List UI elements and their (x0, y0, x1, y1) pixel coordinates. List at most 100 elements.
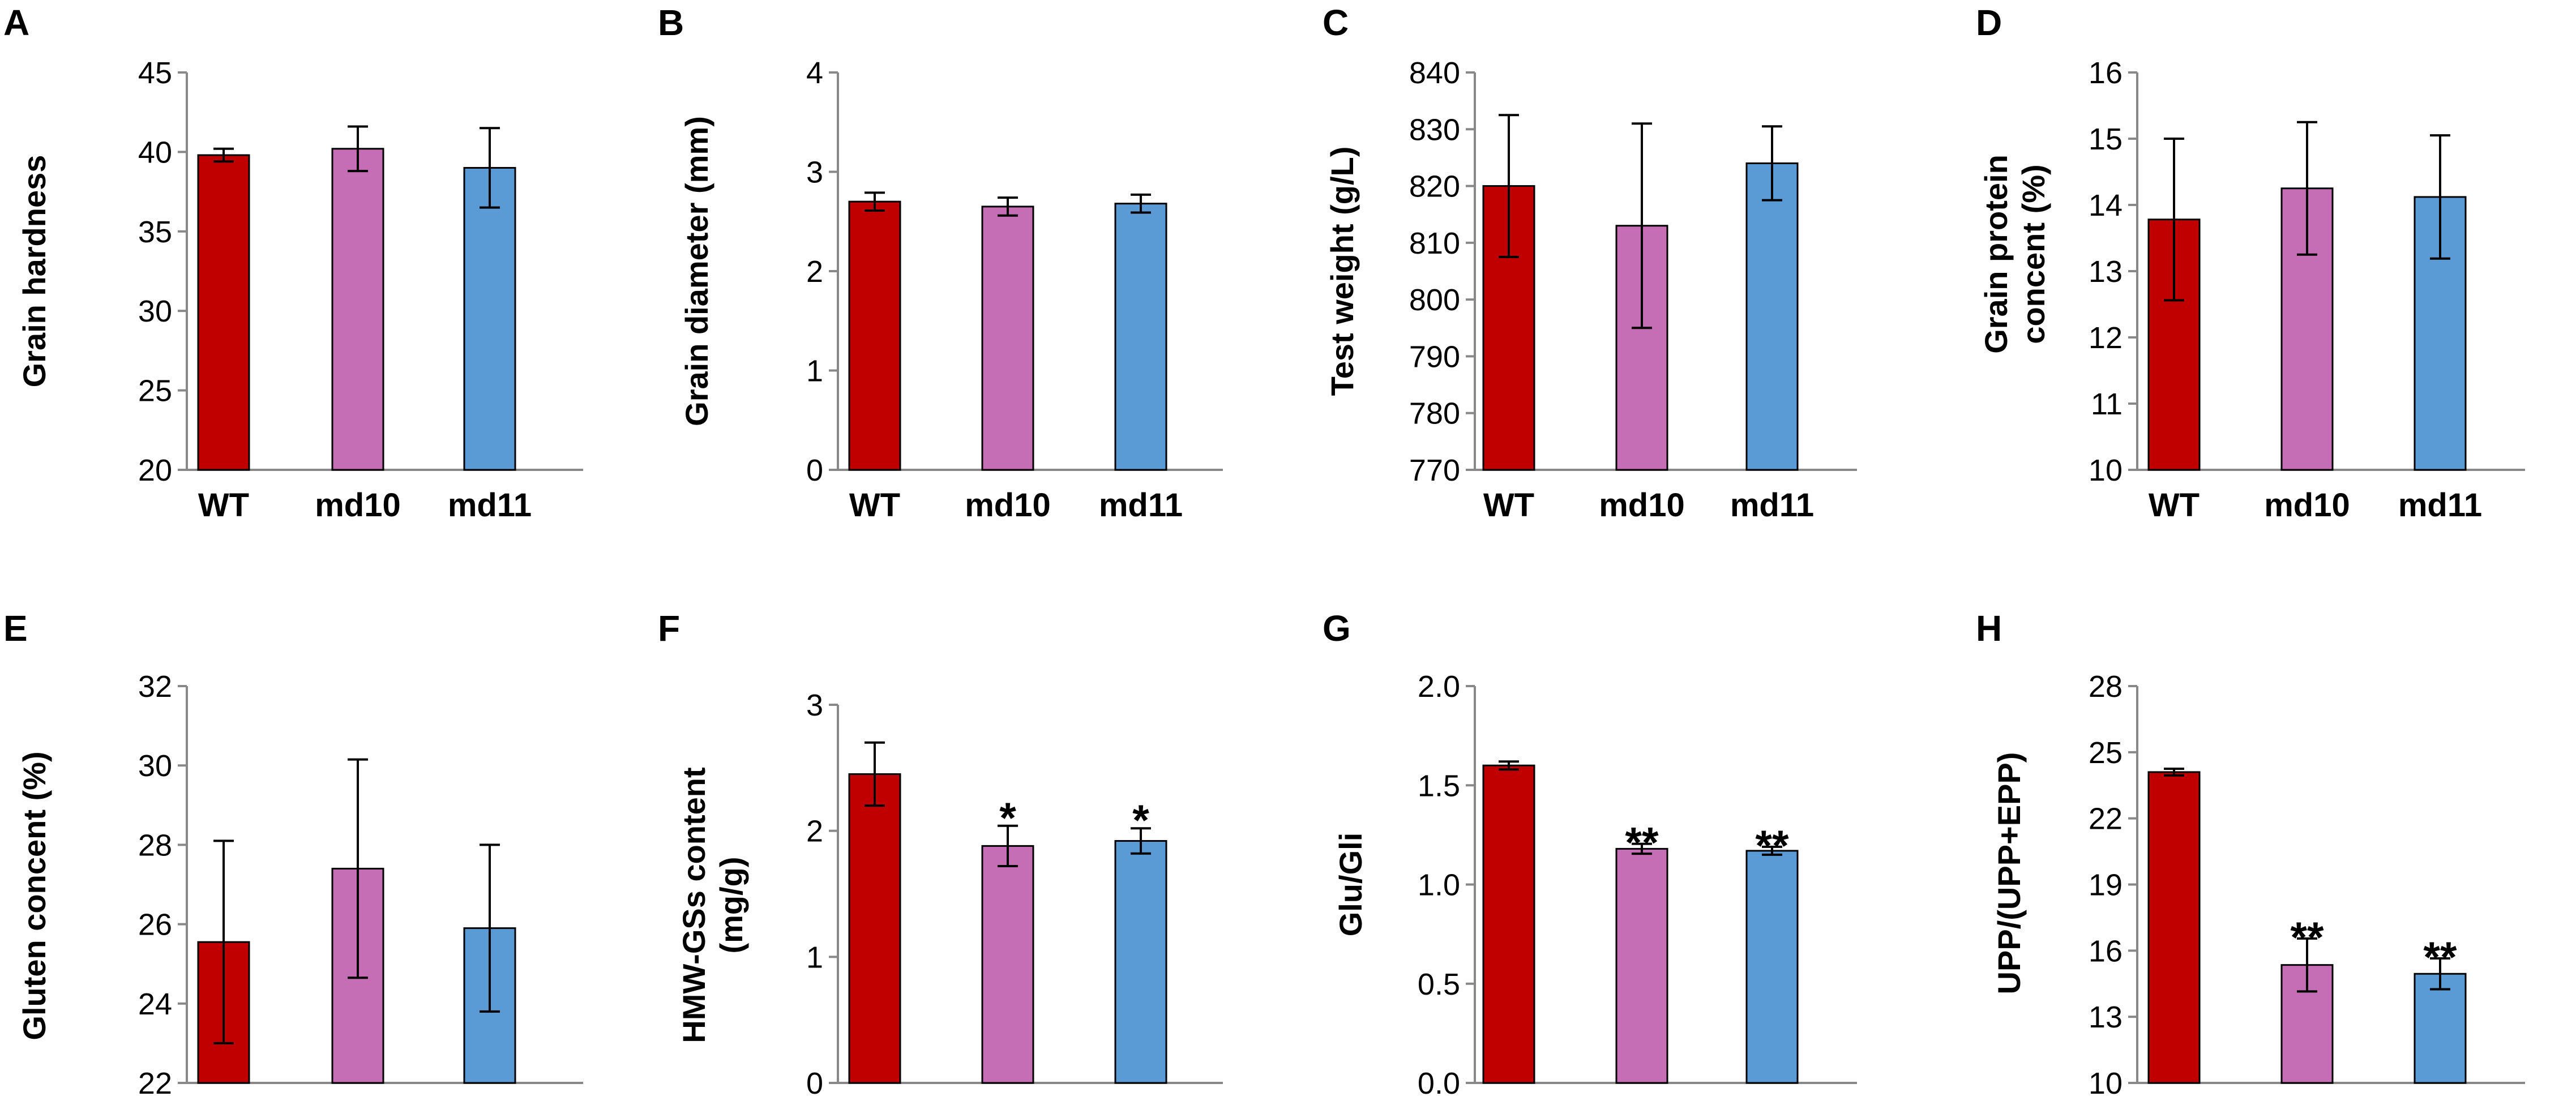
y-axis-title-line: Glu/Gli (1333, 833, 1368, 937)
y-tick-label: 2 (806, 815, 823, 849)
y-tick-label: 810 (1409, 226, 1460, 260)
y-tick-label: 30 (138, 749, 172, 783)
y-tick-label: 800 (1409, 283, 1460, 317)
y-axis-title: Grain diameter (mm) (679, 116, 714, 426)
y-tick-label: 13 (2089, 255, 2123, 289)
y-tick-label: 22 (138, 1067, 172, 1100)
y-tick-label: 28 (138, 828, 172, 862)
y-tick-label: 45 (138, 56, 172, 90)
y-tick-label: 780 (1409, 397, 1460, 431)
bar-WT (848, 773, 901, 1084)
panel-c: C 770 780 790 800 810 820 830 840 Test weight (g/… (1323, 2, 1857, 524)
y-tick-label: 16 (2089, 934, 2123, 968)
panel-a: A 20 25 30 35 40 45 Grain hardness WT md10 md11 (3, 2, 583, 524)
panel-letter-b: B (658, 2, 684, 43)
bar-md11 (1745, 162, 1799, 471)
y-axis-title-line: HMW-GSs content (676, 767, 712, 1043)
y-axis-title: Glu/Gli (1333, 833, 1368, 937)
x-tick-label-md10: md10 (1599, 487, 1685, 524)
y-tick-label: 3 (806, 156, 823, 190)
x-tick-label-WT: WT (2149, 1100, 2200, 1105)
significance-mark: ** (1625, 819, 1659, 867)
y-axis-title: Gluten concent (%) (16, 751, 52, 1040)
x-tick-label-md10: md10 (965, 487, 1051, 524)
x-tick-label-md10: md10 (315, 487, 401, 524)
bar-md11 (463, 166, 516, 471)
y-tick-label: 2.0 (1418, 670, 1460, 704)
bar-WT (2147, 771, 2201, 1084)
bar-md11 (2414, 973, 2467, 1084)
y-tick-label: 25 (2089, 736, 2123, 770)
panel-letter-h: H (1976, 608, 2002, 649)
y-tick-label: 0 (806, 453, 823, 487)
panel-letter-d: D (1976, 2, 2002, 43)
significance-mark: * (999, 794, 1016, 842)
significance-mark: ** (2423, 933, 2457, 982)
y-axis-title: HMW-GSs content(mg/g) (676, 767, 749, 1043)
y-tick-label: 0 (806, 1067, 823, 1100)
y-tick-label: 1 (806, 354, 823, 388)
bar-md11 (1114, 203, 1167, 471)
y-axis-title: Grain proteinconcent (%) (1978, 155, 2051, 354)
y-tick-label: 830 (1409, 113, 1460, 147)
y-axis-title-line: Gluten concent (%) (16, 751, 52, 1040)
panel-b: B 0 1 2 3 4 Grain diameter (mm) WT md10 md11 (658, 2, 1223, 524)
y-tick-label: 0.0 (1418, 1067, 1460, 1100)
x-tick-label-WT: WT (1483, 1100, 1534, 1105)
y-tick-label: 32 (138, 670, 172, 704)
panel-letter-c: C (1323, 2, 1349, 43)
bar-md11 (2414, 196, 2467, 471)
x-tick-label-md11: md11 (1099, 487, 1183, 524)
y-tick-label: 24 (138, 987, 172, 1021)
panel-letter-f: F (658, 608, 680, 649)
x-tick-label-md10: md10 (2264, 487, 2350, 524)
x-tick-label-WT: WT (849, 1100, 900, 1105)
y-tick-label: 840 (1409, 56, 1460, 90)
y-axis-title: Test weight (g/L) (1324, 147, 1360, 396)
y-tick-label: 16 (2089, 56, 2123, 90)
x-tick-label-WT: WT (198, 487, 249, 524)
y-tick-label: 20 (138, 453, 172, 487)
y-axis-title-line: Grain diameter (mm) (679, 116, 714, 426)
x-tick-label-WT: WT (2149, 487, 2200, 524)
y-tick-label: 770 (1409, 453, 1460, 487)
y-axis-title: Grain hardness (16, 155, 52, 388)
y-tick-label: 820 (1409, 170, 1460, 204)
panel-letter-a: A (3, 2, 29, 43)
panel-f: F 0 1 2 3 HMW-GSs content(mg/g) WT m10 * m11 * (658, 608, 1223, 1105)
y-tick-label: 35 (138, 215, 172, 249)
y-axis-title-line: (mg/g) (713, 856, 749, 953)
y-axis-title-line: Test weight (g/L) (1324, 147, 1360, 396)
x-tick-label-md11: md11 (448, 487, 532, 524)
x-tick-label-WT: WT (1483, 487, 1534, 524)
y-tick-label: 26 (138, 908, 172, 942)
y-tick-label: 15 (2089, 122, 2123, 156)
y-tick-label: 10 (2089, 453, 2123, 487)
x-tick-label-md10: md10 (2264, 1100, 2350, 1105)
y-tick-label: 12 (2089, 321, 2123, 355)
y-axis-title-line: concent (%) (2016, 164, 2051, 344)
y-tick-label: 11 (2091, 387, 2123, 421)
bar-WT (1482, 764, 1535, 1084)
x-tick-label-md10: md10 (315, 1100, 401, 1105)
x-tick-label-md10: md10 (1599, 1100, 1685, 1105)
panel-d: D 10 11 12 13 14 15 16 Grain proteinconcent (%) W… (1976, 2, 2525, 524)
bar-WT (848, 200, 901, 471)
panel-h: H 10 13 16 19 22 25 28 UPP/(UPP+EPP) WT md10 ** md11… (1976, 608, 2525, 1105)
panel-g: G 0.0 0.5 1.0 1.5 2.0 Glu/Gli WT md10 ** md11 ** (1323, 608, 1857, 1105)
y-tick-label: 30 (138, 294, 172, 328)
bar-m10 (981, 845, 1034, 1084)
x-tick-label-WT: WT (849, 487, 900, 524)
y-tick-label: 28 (2089, 670, 2123, 704)
x-tick-label-md11: md11 (1730, 487, 1814, 524)
x-tick-label-md11: md11 (2398, 1100, 2482, 1105)
x-tick-label-md11: md11 (2398, 487, 2482, 524)
x-tick-label-md11: md11 (1730, 1100, 1814, 1105)
y-tick-label: 13 (2089, 1000, 2123, 1034)
y-tick-label: 2 (806, 255, 823, 289)
y-tick-label: 19 (2089, 868, 2123, 902)
y-tick-label: 25 (138, 374, 172, 408)
y-tick-label: 1.5 (1418, 769, 1460, 803)
y-tick-label: 1.0 (1418, 868, 1460, 902)
panel-letter-g: G (1323, 608, 1351, 649)
